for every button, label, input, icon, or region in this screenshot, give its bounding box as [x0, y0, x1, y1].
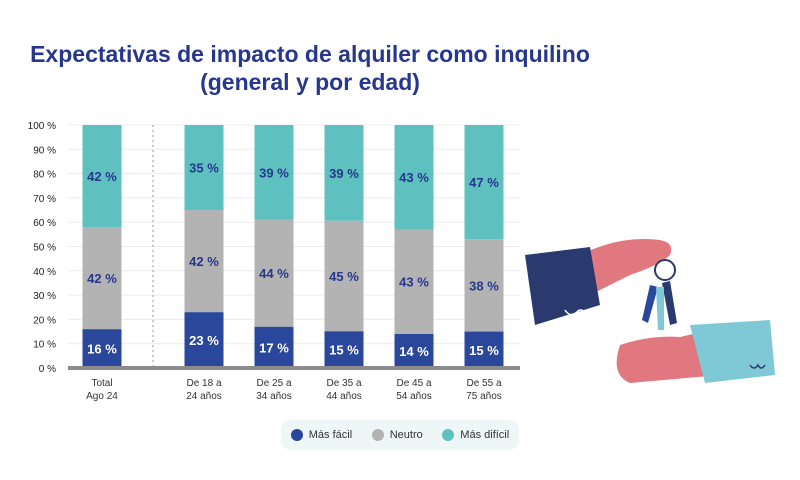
- bar-segment: [464, 239, 504, 332]
- legend-label: Más fácil: [308, 429, 353, 441]
- title-line-1: Expectativas de impacto de alquiler como…: [30, 41, 590, 67]
- x-tick-label: De 55 a: [466, 378, 501, 389]
- legend-label: Neutro: [389, 429, 423, 441]
- bar-segment: [254, 219, 294, 327]
- x-tick-label: 75 años: [466, 391, 502, 402]
- legend-swatch: [371, 429, 384, 441]
- data-label: 38 %: [469, 278, 499, 293]
- title-line-2: (general y por edad): [200, 69, 420, 95]
- x-tick-label: 24 años: [186, 391, 222, 402]
- hand-passing-keys-icon: [525, 239, 775, 383]
- x-tick-label: Total: [91, 378, 112, 389]
- data-label: 44 %: [259, 266, 289, 281]
- data-label: 47 %: [469, 175, 499, 190]
- data-label: 23 %: [189, 333, 219, 348]
- x-tick-label: De 45 a: [396, 378, 431, 389]
- bar-segment: [184, 312, 224, 368]
- data-label: 16 %: [87, 342, 117, 357]
- bar-segment: [324, 220, 364, 332]
- data-label: 15 %: [469, 343, 499, 358]
- data-label: 14 %: [399, 344, 429, 359]
- data-label: 17 %: [259, 340, 289, 355]
- y-tick-label: 60 %: [33, 218, 56, 229]
- x-tick-label: Ago 24: [86, 391, 118, 402]
- bar-segment: [464, 331, 504, 368]
- y-tick-label: 100 %: [28, 121, 56, 132]
- bar-segment: [184, 210, 224, 313]
- y-tick-label: 30 %: [33, 291, 56, 302]
- legend-label: Más difícil: [460, 429, 510, 441]
- data-label: 45 %: [329, 269, 359, 284]
- bar-segment: [254, 326, 294, 368]
- x-tick-label: 54 años: [396, 391, 432, 402]
- x-tick-label: De 25 a: [256, 378, 291, 389]
- data-label: 35 %: [189, 161, 219, 176]
- legend-item-easier: Más fácil: [290, 429, 353, 441]
- x-tick-label: 34 años: [256, 391, 292, 402]
- y-tick-label: 80 %: [33, 170, 56, 181]
- y-tick-label: 20 %: [33, 315, 56, 326]
- data-label: 39 %: [329, 166, 359, 181]
- bar-segment: [324, 125, 364, 221]
- legend-swatch: [290, 429, 303, 441]
- data-label: 42 %: [87, 271, 117, 286]
- bar-segment: [394, 229, 434, 334]
- x-tick-label: De 35 a: [326, 378, 361, 389]
- y-tick-label: 70 %: [33, 194, 56, 205]
- bar-segment: [324, 331, 364, 368]
- bar-segment: [82, 125, 122, 228]
- y-tick-label: 0 %: [39, 364, 56, 375]
- x-axis-baseline: [68, 366, 520, 370]
- chart-title: Expectativas de impacto de alquiler como…: [0, 40, 620, 96]
- bar-segment: [394, 333, 434, 368]
- y-tick-label: 90 %: [33, 145, 56, 156]
- data-label: 15 %: [329, 343, 359, 358]
- y-tick-label: 40 %: [33, 267, 56, 278]
- bar-segment: [254, 125, 294, 220]
- data-label: 43 %: [399, 275, 429, 290]
- bar-segment: [82, 227, 122, 330]
- legend-item-neutral: Neutro: [371, 429, 423, 441]
- y-tick-label: 50 %: [33, 243, 56, 254]
- y-tick-label: 10 %: [33, 340, 56, 351]
- bar-segment: [464, 125, 504, 240]
- legend-swatch: [442, 429, 455, 441]
- bar-segment: [184, 125, 224, 211]
- legend-item-harder: Más difícil: [442, 429, 509, 441]
- data-label: 39 %: [259, 165, 289, 180]
- data-label: 42 %: [87, 169, 117, 184]
- legend: Más fácil Neutro Más difícil: [281, 420, 519, 450]
- x-tick-label: De 18 a: [186, 378, 221, 389]
- x-tick-label: 44 años: [326, 391, 362, 402]
- data-label: 42 %: [189, 254, 219, 269]
- bar-segment: [82, 329, 122, 368]
- bar-segment: [394, 125, 434, 230]
- data-label: 43 %: [399, 170, 429, 185]
